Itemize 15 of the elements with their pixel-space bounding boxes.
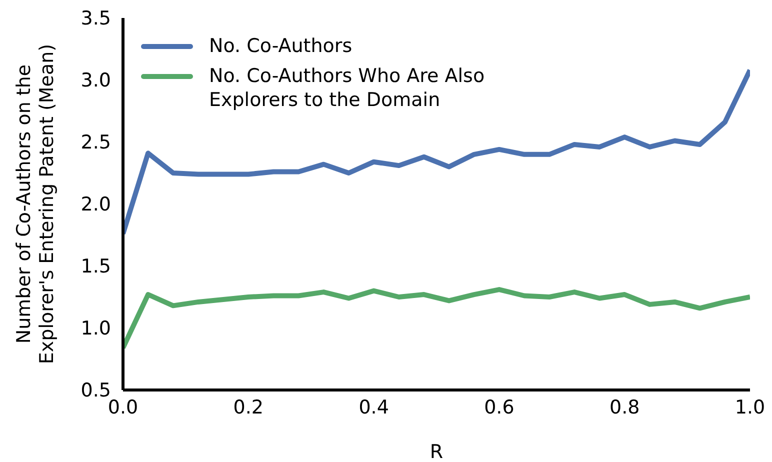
y-tick-label: 3.5 xyxy=(80,8,111,30)
legend-label: No. Co-Authors xyxy=(209,34,352,58)
y-axis-title: Number of Co-Authors on the Explorer's Entering Patent (Mean) xyxy=(13,42,59,366)
y-tick-label: 1.0 xyxy=(80,318,111,340)
x-tick-label: 0.6 xyxy=(484,396,514,418)
y-tick-label: 2.0 xyxy=(80,194,111,216)
x-tick-label: 0.4 xyxy=(358,396,389,418)
x-tick-label: 0.8 xyxy=(609,396,640,418)
y-tick-label: 2.5 xyxy=(80,132,111,154)
y-tick-label: 3.0 xyxy=(80,70,111,92)
y-tick-label: 1.5 xyxy=(80,256,111,278)
x-tick-label: 1.0 xyxy=(734,396,766,418)
legend-label: No. Co-Authors Who Are Also Explorers to the Domain xyxy=(209,64,486,112)
x-tick-label: 0.2 xyxy=(233,396,264,418)
x-axis-title: R xyxy=(430,441,444,462)
